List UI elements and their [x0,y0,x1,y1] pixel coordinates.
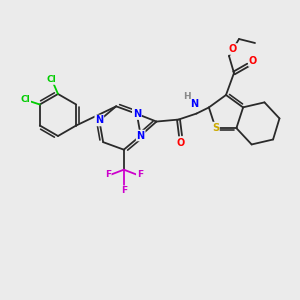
Text: F: F [105,170,111,179]
Text: F: F [137,170,143,179]
Text: N: N [136,130,145,140]
Text: Cl: Cl [47,75,57,84]
Text: F: F [121,186,127,195]
Text: S: S [212,123,219,133]
Text: N: N [190,99,199,109]
Text: O: O [176,138,184,148]
Text: O: O [249,56,257,66]
Text: Cl: Cl [20,95,30,104]
Text: N: N [133,109,141,119]
Text: N: N [95,116,104,125]
Text: O: O [229,44,237,54]
Text: N: N [133,109,141,119]
Text: H: H [183,92,190,101]
